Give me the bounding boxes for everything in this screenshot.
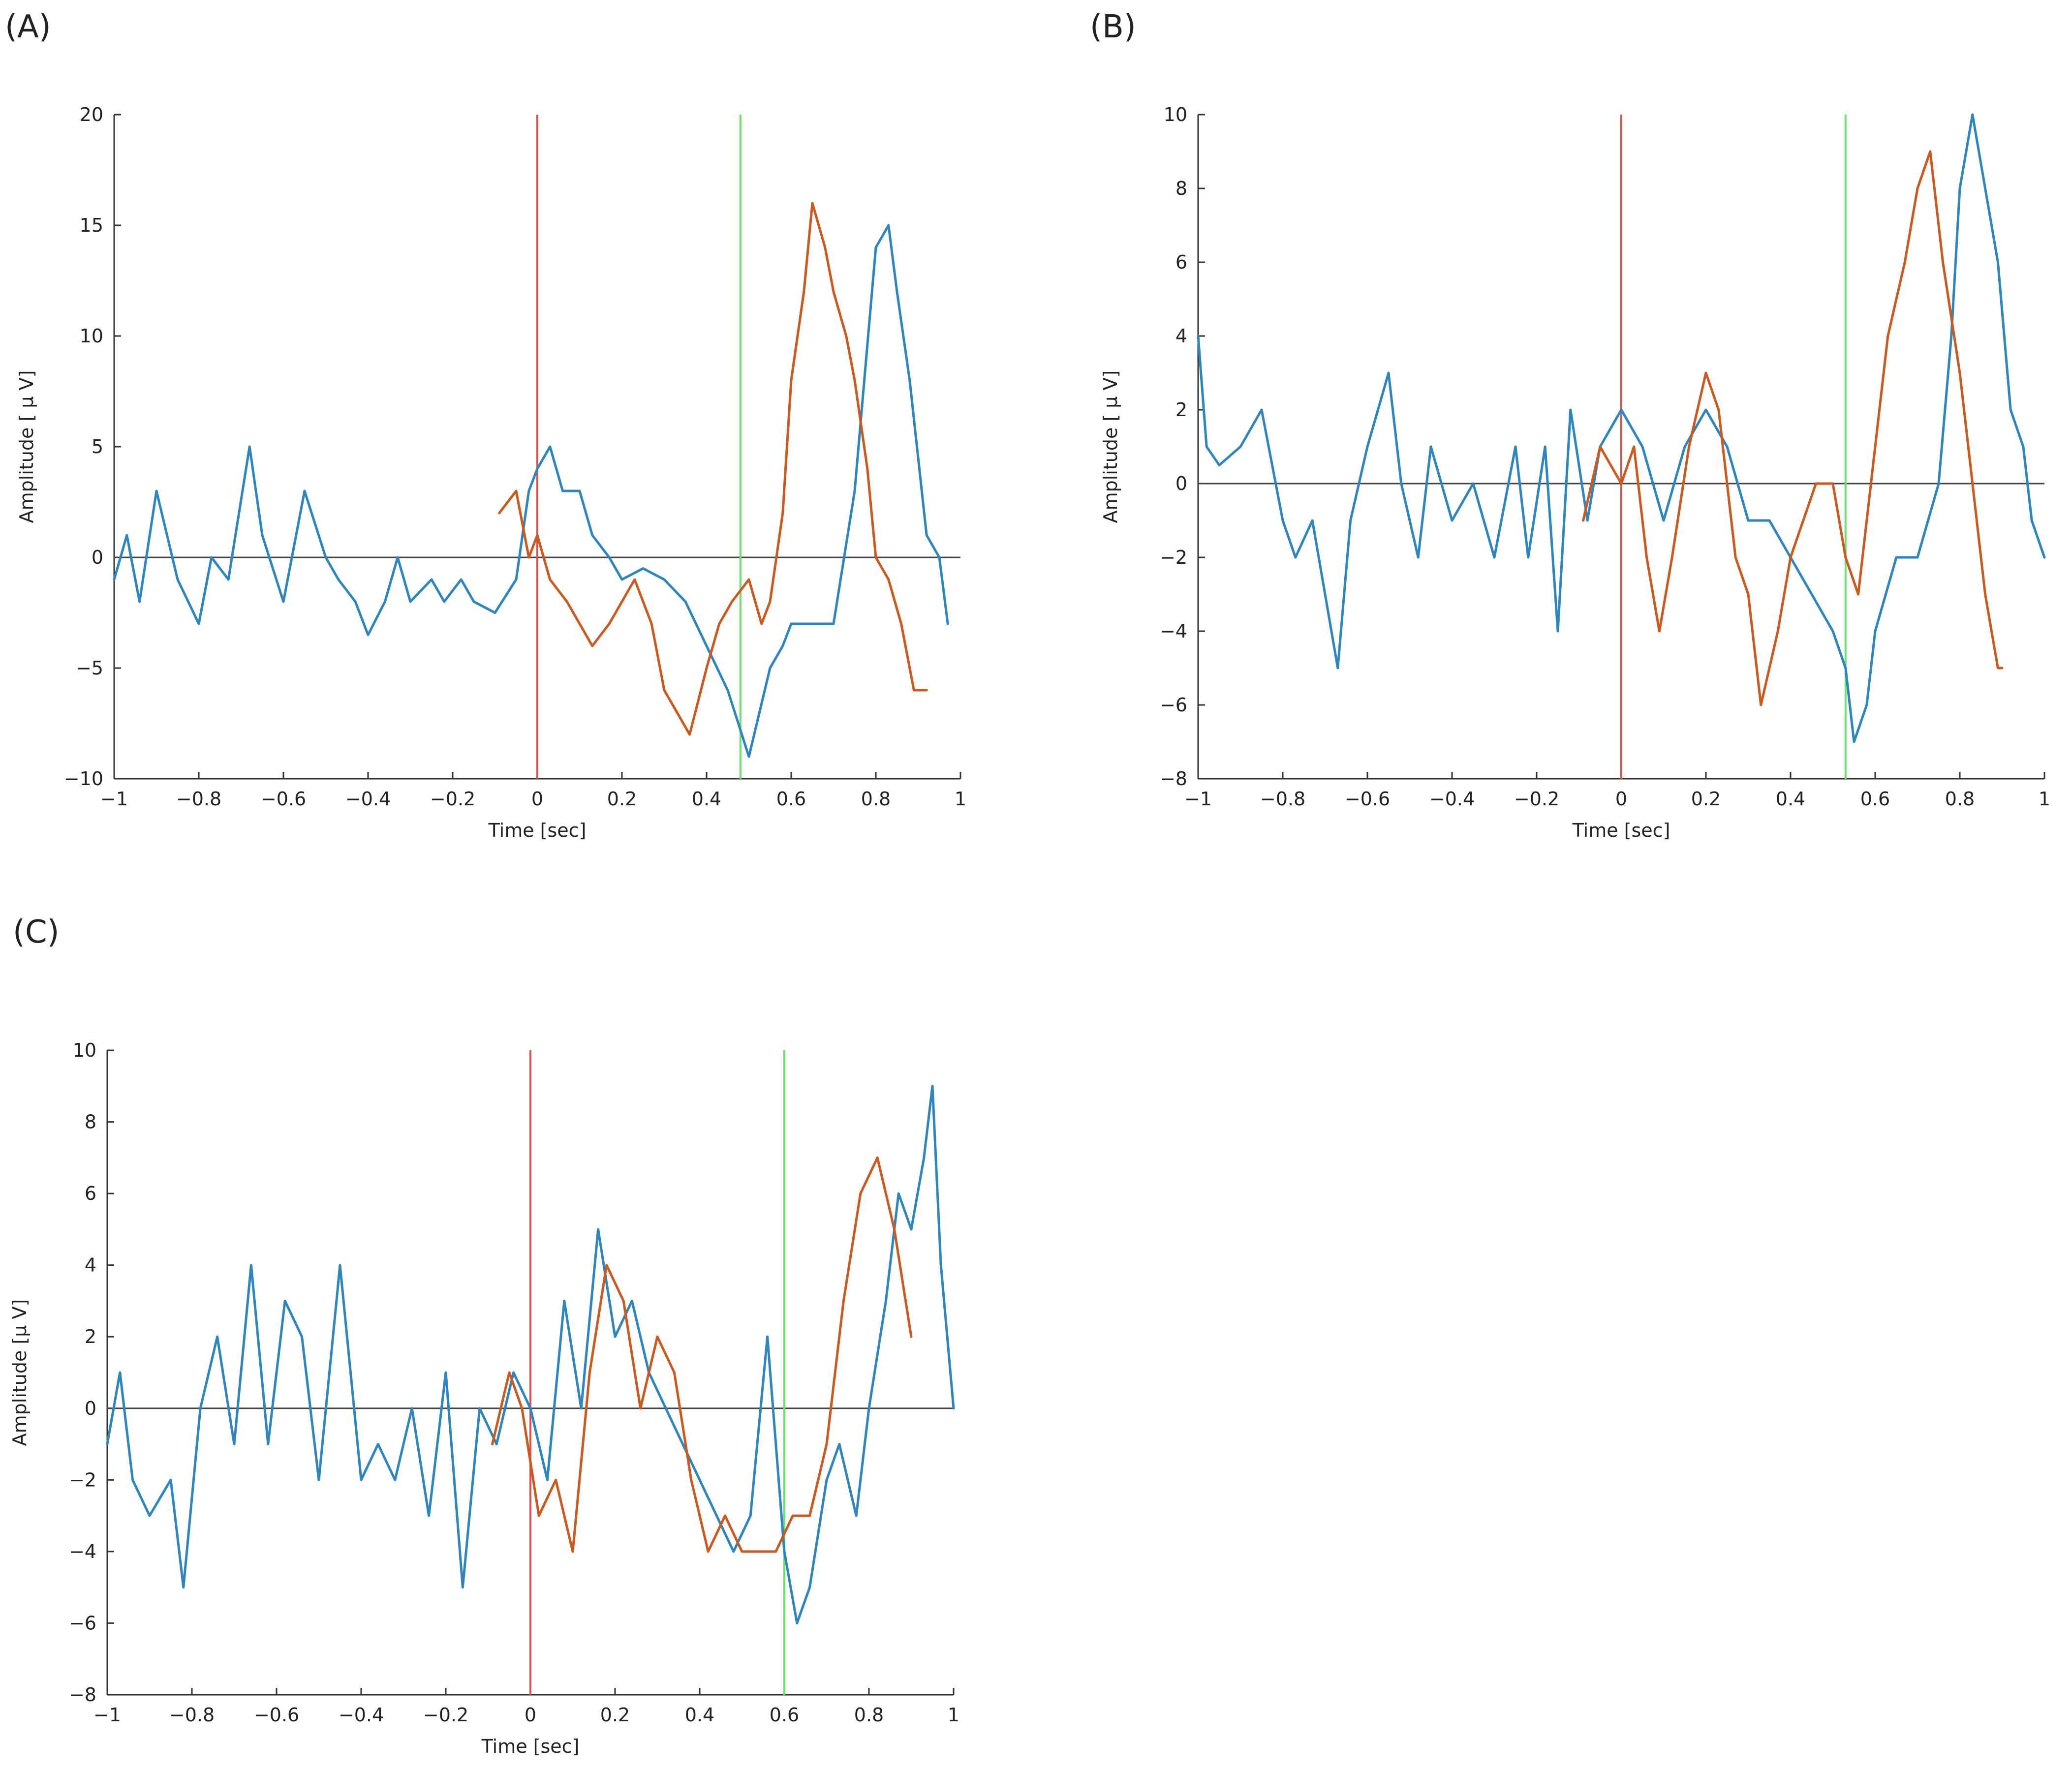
chart-panel-2: −1 −0.8 −0.6 −0.4 −0.2 0 0.2 0.4 0.6 0.8 1 −8 −6 −4 −2… <box>9 1039 959 1757</box>
x-axis-title: Time [sec] <box>1572 820 1670 841</box>
panel-label-b: (B) <box>1090 9 1136 45</box>
y-tick-label: 2 <box>1175 399 1187 421</box>
y-tick-label: −2 <box>1160 547 1187 568</box>
x-tick-label: 0.4 <box>685 1704 714 1726</box>
x-tick-label: 1 <box>955 788 966 810</box>
y-tick-label: 10 <box>1164 104 1187 125</box>
x-tick-label: −0.8 <box>169 1704 215 1726</box>
x-tick-label: 0.6 <box>770 1704 799 1726</box>
series-line-orange <box>498 202 928 736</box>
y-tick-label: 0 <box>92 547 103 568</box>
x-tick-label: 0.2 <box>600 1704 630 1726</box>
x-tick-label: −0.4 <box>339 1704 384 1726</box>
y-tick-label: 4 <box>1175 325 1187 347</box>
series-line-blue <box>113 224 949 758</box>
y-tick-label: −10 <box>64 768 103 790</box>
y-tick-label: 20 <box>80 104 103 125</box>
series-line-blue <box>1197 113 2046 743</box>
y-tick-label: −6 <box>1160 694 1187 716</box>
y-tick-label: 0 <box>85 1398 96 1419</box>
x-tick-label: 0 <box>531 788 543 810</box>
x-tick-label: −1 <box>93 1704 121 1726</box>
y-axis-title: Amplitude [ μ V] <box>16 370 37 523</box>
x-tick-label: 0.2 <box>1691 788 1721 810</box>
x-tick-label: 0.8 <box>854 1704 884 1726</box>
y-axis-title: Amplitude [μ V] <box>9 1299 31 1446</box>
y-tick-label: 0 <box>1175 473 1187 494</box>
x-tick-label: 1 <box>2039 788 2050 810</box>
x-axis-title: Time [sec] <box>481 1736 580 1757</box>
x-tick-label: −0.6 <box>254 1704 299 1726</box>
x-tick-label: 0.2 <box>607 788 637 810</box>
x-axis-title: Time [sec] <box>488 820 587 841</box>
y-tick-label: 6 <box>85 1183 96 1204</box>
panel-label-c: (C) <box>13 914 60 950</box>
y-tick-label: 5 <box>92 436 103 458</box>
x-tick-label: −0.2 <box>423 1704 468 1726</box>
y-tick-label: 10 <box>73 1039 96 1061</box>
y-tick-label: 8 <box>85 1111 96 1133</box>
x-tick-label: −0.8 <box>176 788 221 810</box>
y-tick-label: 4 <box>85 1254 96 1276</box>
x-tick-label: 0.6 <box>776 788 806 810</box>
x-tick-label: −0.6 <box>261 788 306 810</box>
x-tick-label: −0.2 <box>430 788 475 810</box>
x-tick-label: 0.8 <box>861 788 891 810</box>
chart-panel-0: −1 −0.8 −0.6 −0.4 −0.2 0 0.2 0.4 0.6 0.8 1 −10 −5 0 5 1… <box>16 104 966 841</box>
x-tick-label: −0.8 <box>1260 788 1305 810</box>
y-tick-label: −8 <box>1160 768 1187 790</box>
x-tick-label: −0.6 <box>1345 788 1390 810</box>
series-line-orange <box>491 1156 913 1553</box>
y-tick-label: −4 <box>1160 620 1187 642</box>
x-tick-label: 1 <box>948 1704 959 1726</box>
y-tick-label: 8 <box>1175 178 1187 199</box>
x-tick-label: 0.8 <box>1945 788 1975 810</box>
x-tick-label: −1 <box>1184 788 1212 810</box>
y-tick-label: −8 <box>69 1684 96 1706</box>
y-axis-title: Amplitude [ μ V] <box>1100 370 1121 523</box>
y-tick-label: 15 <box>80 214 103 236</box>
series-line-orange <box>1582 150 2004 706</box>
series-line-blue <box>106 1085 955 1624</box>
x-tick-label: 0.4 <box>1776 788 1805 810</box>
x-tick-label: 0 <box>525 1704 536 1726</box>
x-tick-label: −0.4 <box>345 788 391 810</box>
panel-label-a: (A) <box>5 9 51 45</box>
y-tick-label: 6 <box>1175 251 1187 273</box>
chart-panel-1: −1 −0.8 −0.6 −0.4 −0.2 0 0.2 0.4 0.6 0.8 1 −8 −6 −4 −2… <box>1100 104 2050 841</box>
x-tick-label: 0 <box>1615 788 1627 810</box>
x-tick-label: 0.6 <box>1860 788 1890 810</box>
y-tick-label: −5 <box>76 657 103 679</box>
y-tick-label: 2 <box>85 1326 96 1347</box>
x-tick-label: −0.2 <box>1514 788 1559 810</box>
y-tick-label: −6 <box>69 1612 96 1634</box>
x-tick-label: 0.4 <box>692 788 721 810</box>
y-tick-label: −2 <box>69 1469 96 1491</box>
y-tick-label: −4 <box>69 1541 96 1562</box>
x-tick-label: −1 <box>100 788 128 810</box>
y-tick-label: 10 <box>80 325 103 347</box>
x-tick-label: −0.4 <box>1429 788 1475 810</box>
